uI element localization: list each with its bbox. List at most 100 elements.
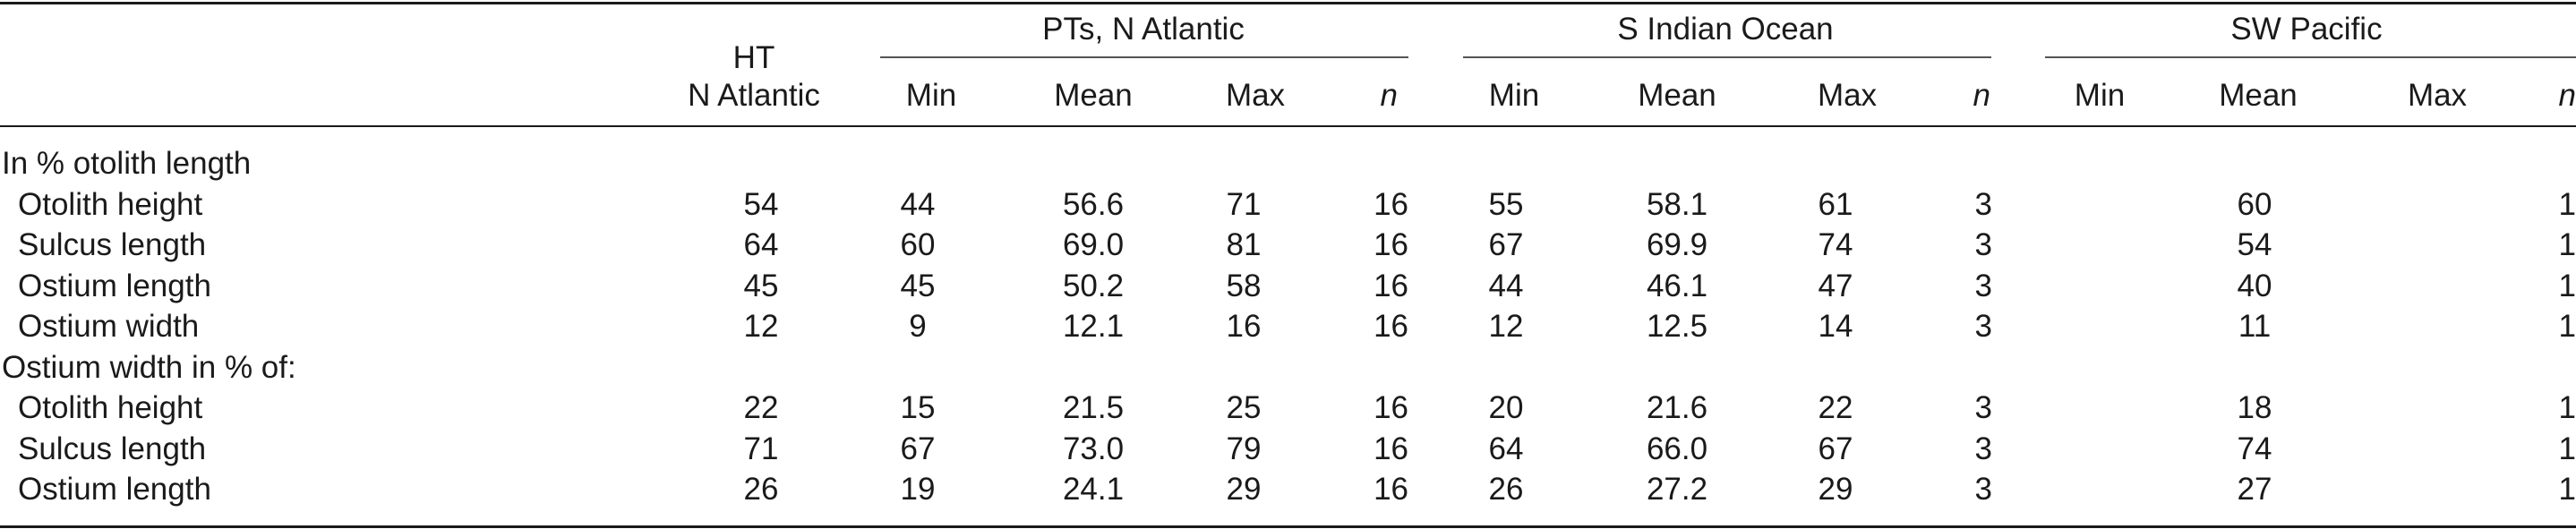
table-cell-ht: 71 bbox=[743, 431, 779, 466]
table-cell-sio-2: 61 bbox=[1818, 186, 1853, 222]
header-ht-line2: N Atlantic bbox=[688, 78, 820, 113]
header-group-swp: SW Pacific bbox=[2230, 12, 2383, 47]
table-cell-pts-1: 73.0 bbox=[1062, 431, 1125, 466]
table-cell-pts-1: 24.1 bbox=[1062, 472, 1125, 507]
table-cell-pts-0: 9 bbox=[909, 309, 927, 344]
table-cell-sio-0: 12 bbox=[1488, 309, 1524, 344]
table-cell-pts-0: 19 bbox=[900, 472, 936, 507]
group-rule-sio bbox=[1463, 56, 1991, 58]
table-cell-pts-2: 16 bbox=[1226, 309, 1262, 344]
table-cell-swp-1: 11 bbox=[2238, 309, 2272, 344]
subheader-pts-n: n bbox=[1380, 78, 1398, 113]
table-cell-swp-3: 1 bbox=[2558, 186, 2576, 222]
table-cell-pts-3: 16 bbox=[1374, 227, 1408, 262]
table-cell-sio-1: 58.1 bbox=[1646, 186, 1708, 222]
table-cell-pts-3: 16 bbox=[1374, 472, 1408, 507]
table-cell-sio-1: 66.0 bbox=[1646, 431, 1708, 466]
table-cell-sio-1: 21.6 bbox=[1646, 390, 1708, 425]
table-cell-pts-1: 21.5 bbox=[1062, 390, 1125, 425]
subheader-sio-max: Max bbox=[1817, 78, 1878, 113]
header-group-sio: S Indian Ocean bbox=[1617, 12, 1834, 47]
table-bottom-rule bbox=[0, 525, 2576, 528]
table-cell-pts-2: 79 bbox=[1226, 431, 1262, 466]
subheader-pts-mean: Mean bbox=[1054, 78, 1133, 113]
table-cell-pts-3: 16 bbox=[1374, 431, 1408, 466]
table-cell-swp-3: 1 bbox=[2558, 390, 2576, 425]
table-cell-pts-2: 58 bbox=[1226, 268, 1262, 303]
header-group-pts: PTs, N Atlantic bbox=[1042, 12, 1245, 47]
subheader-swp-max: Max bbox=[2407, 78, 2468, 113]
table-cell-sio-3: 3 bbox=[1974, 309, 1992, 344]
table-cell-pts-3: 16 bbox=[1374, 268, 1408, 303]
table-cell-swp-3: 1 bbox=[2558, 227, 2576, 262]
table-cell-pts-3: 16 bbox=[1374, 390, 1408, 425]
row-label: Sulcus length bbox=[18, 227, 207, 262]
subheader-sio-n: n bbox=[1973, 78, 1990, 113]
table-cell-ht: 54 bbox=[743, 186, 779, 222]
table-cell-sio-3: 3 bbox=[1974, 186, 1992, 222]
section-label: Ostium width in % of: bbox=[2, 349, 296, 385]
table-cell-swp-1: 54 bbox=[2237, 227, 2272, 262]
row-label: Sulcus length bbox=[18, 431, 207, 466]
table-cell-sio-0: 20 bbox=[1488, 390, 1524, 425]
table-cell-pts-0: 15 bbox=[900, 390, 936, 425]
table-cell-swp-3: 1 bbox=[2558, 309, 2576, 344]
table-cell-pts-1: 50.2 bbox=[1062, 268, 1125, 303]
table-cell-sio-1: 69.9 bbox=[1646, 227, 1708, 262]
row-label: Ostium width bbox=[18, 309, 200, 344]
table-cell-pts-3: 16 bbox=[1374, 186, 1408, 222]
subheader-swp-n: n bbox=[2558, 78, 2576, 113]
group-rule-swp bbox=[2045, 56, 2576, 58]
table-cell-pts-0: 45 bbox=[900, 268, 936, 303]
subheader-sio-min: Min bbox=[1488, 78, 1540, 113]
row-label: Ostium length bbox=[18, 472, 211, 507]
table-cell-pts-2: 71 bbox=[1226, 186, 1262, 222]
table-cell-sio-2: 14 bbox=[1818, 309, 1853, 344]
row-label: Otolith height bbox=[18, 390, 203, 425]
table-cell-ht: 64 bbox=[743, 227, 779, 262]
table-cell-swp-3: 1 bbox=[2558, 431, 2576, 466]
subheader-swp-min: Min bbox=[2074, 78, 2126, 113]
table-cell-sio-3: 3 bbox=[1974, 431, 1992, 466]
table-cell-pts-2: 29 bbox=[1226, 472, 1262, 507]
subheader-sio-mean: Mean bbox=[1638, 78, 1716, 113]
table-cell-ht: 26 bbox=[743, 472, 779, 507]
table-cell-sio-2: 47 bbox=[1818, 268, 1853, 303]
subheader-swp-mean: Mean bbox=[2219, 78, 2298, 113]
subheader-pts-max: Max bbox=[1225, 78, 1286, 113]
table-cell-swp-1: 60 bbox=[2237, 186, 2272, 222]
table-cell-pts-0: 67 bbox=[900, 431, 936, 466]
table-top-rule bbox=[0, 2, 2576, 4]
row-label: Ostium length bbox=[18, 268, 211, 303]
table-cell-sio-2: 74 bbox=[1818, 227, 1853, 262]
table-cell-sio-2: 29 bbox=[1818, 472, 1853, 507]
section-label: In % otolith length bbox=[2, 146, 252, 181]
table-cell-pts-0: 60 bbox=[900, 227, 936, 262]
table-cell-ht: 22 bbox=[743, 390, 779, 425]
group-rule-pts bbox=[880, 56, 1408, 58]
table-cell-ht: 12 bbox=[743, 309, 779, 344]
table-cell-sio-2: 67 bbox=[1818, 431, 1853, 466]
table-cell-sio-1: 46.1 bbox=[1646, 268, 1708, 303]
table-cell-sio-3: 3 bbox=[1974, 227, 1992, 262]
table-cell-pts-1: 12.1 bbox=[1062, 309, 1125, 344]
subheader-pts-min: Min bbox=[905, 78, 957, 113]
table-cell-sio-0: 64 bbox=[1488, 431, 1524, 466]
table-cell-swp-3: 1 bbox=[2558, 268, 2576, 303]
table-header-rule bbox=[0, 125, 2576, 127]
row-label: Otolith height bbox=[18, 186, 203, 222]
table-cell-sio-2: 22 bbox=[1818, 390, 1853, 425]
table-cell-sio-0: 55 bbox=[1488, 186, 1524, 222]
table-cell-sio-0: 44 bbox=[1488, 268, 1524, 303]
table-cell-sio-1: 27.2 bbox=[1646, 472, 1708, 507]
table-cell-swp-1: 27 bbox=[2237, 472, 2272, 507]
header-ht-line1: HT bbox=[732, 40, 775, 75]
table-cell-swp-1: 40 bbox=[2237, 268, 2272, 303]
table-cell-sio-3: 3 bbox=[1974, 268, 1992, 303]
table-cell-swp-3: 1 bbox=[2558, 472, 2576, 507]
table-cell-pts-0: 44 bbox=[900, 186, 936, 222]
table-cell-pts-1: 56.6 bbox=[1062, 186, 1125, 222]
table-cell-sio-0: 67 bbox=[1488, 227, 1524, 262]
table-cell-pts-2: 81 bbox=[1226, 227, 1262, 262]
